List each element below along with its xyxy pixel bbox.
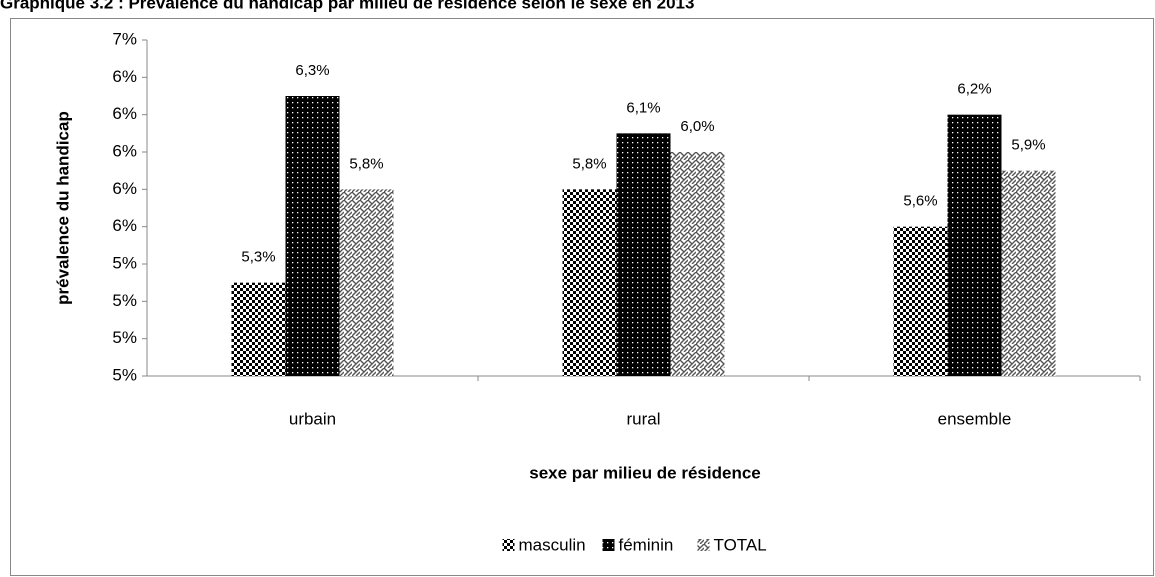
y-tick-label: 6%	[112, 67, 137, 86]
data-label: 6,2%	[957, 81, 991, 98]
legend-swatch	[697, 539, 710, 551]
bar	[616, 133, 671, 376]
y-tick-label: 6%	[112, 216, 137, 235]
x-tick-label: ensemble	[938, 409, 1012, 428]
bar	[231, 282, 286, 376]
y-axis-title: prévalence du handicap	[53, 111, 72, 305]
data-label: 5,8%	[349, 155, 383, 172]
y-tick-label: 5%	[112, 328, 137, 347]
y-tick-label: 6%	[112, 179, 137, 198]
bar	[562, 189, 617, 376]
legend-swatch	[602, 539, 615, 551]
bar	[1001, 170, 1056, 376]
data-label: 5,8%	[572, 155, 606, 172]
y-tick-label: 7%	[112, 29, 137, 48]
y-tick-label: 5%	[112, 365, 137, 384]
x-axis-title: sexe par milieu de résidence	[529, 463, 761, 482]
y-tick-label: 5%	[112, 291, 137, 310]
x-tick-label: urbain	[289, 409, 336, 428]
data-label: 6,0%	[680, 118, 714, 135]
y-tick-label: 6%	[112, 104, 137, 123]
y-tick-label: 5%	[112, 253, 137, 272]
legend-swatch	[502, 539, 515, 551]
chart-title: Graphique 3.2 : Prévalence du handicap p…	[0, 0, 694, 12]
data-label: 5,3%	[241, 249, 275, 266]
data-label: 6,3%	[295, 62, 329, 79]
data-label: 5,6%	[903, 193, 937, 210]
data-label: 6,1%	[626, 99, 660, 116]
legend-label: TOTAL	[714, 535, 767, 554]
bar	[339, 189, 394, 376]
legend-label: masculin	[519, 535, 586, 554]
bar	[285, 96, 340, 376]
data-label: 5,9%	[1011, 137, 1045, 154]
bar	[670, 152, 725, 376]
x-tick-label: rural	[626, 409, 660, 428]
bar	[893, 226, 948, 376]
y-tick-label: 6%	[112, 141, 137, 160]
legend-label: féminin	[619, 535, 674, 554]
bar	[947, 114, 1002, 377]
